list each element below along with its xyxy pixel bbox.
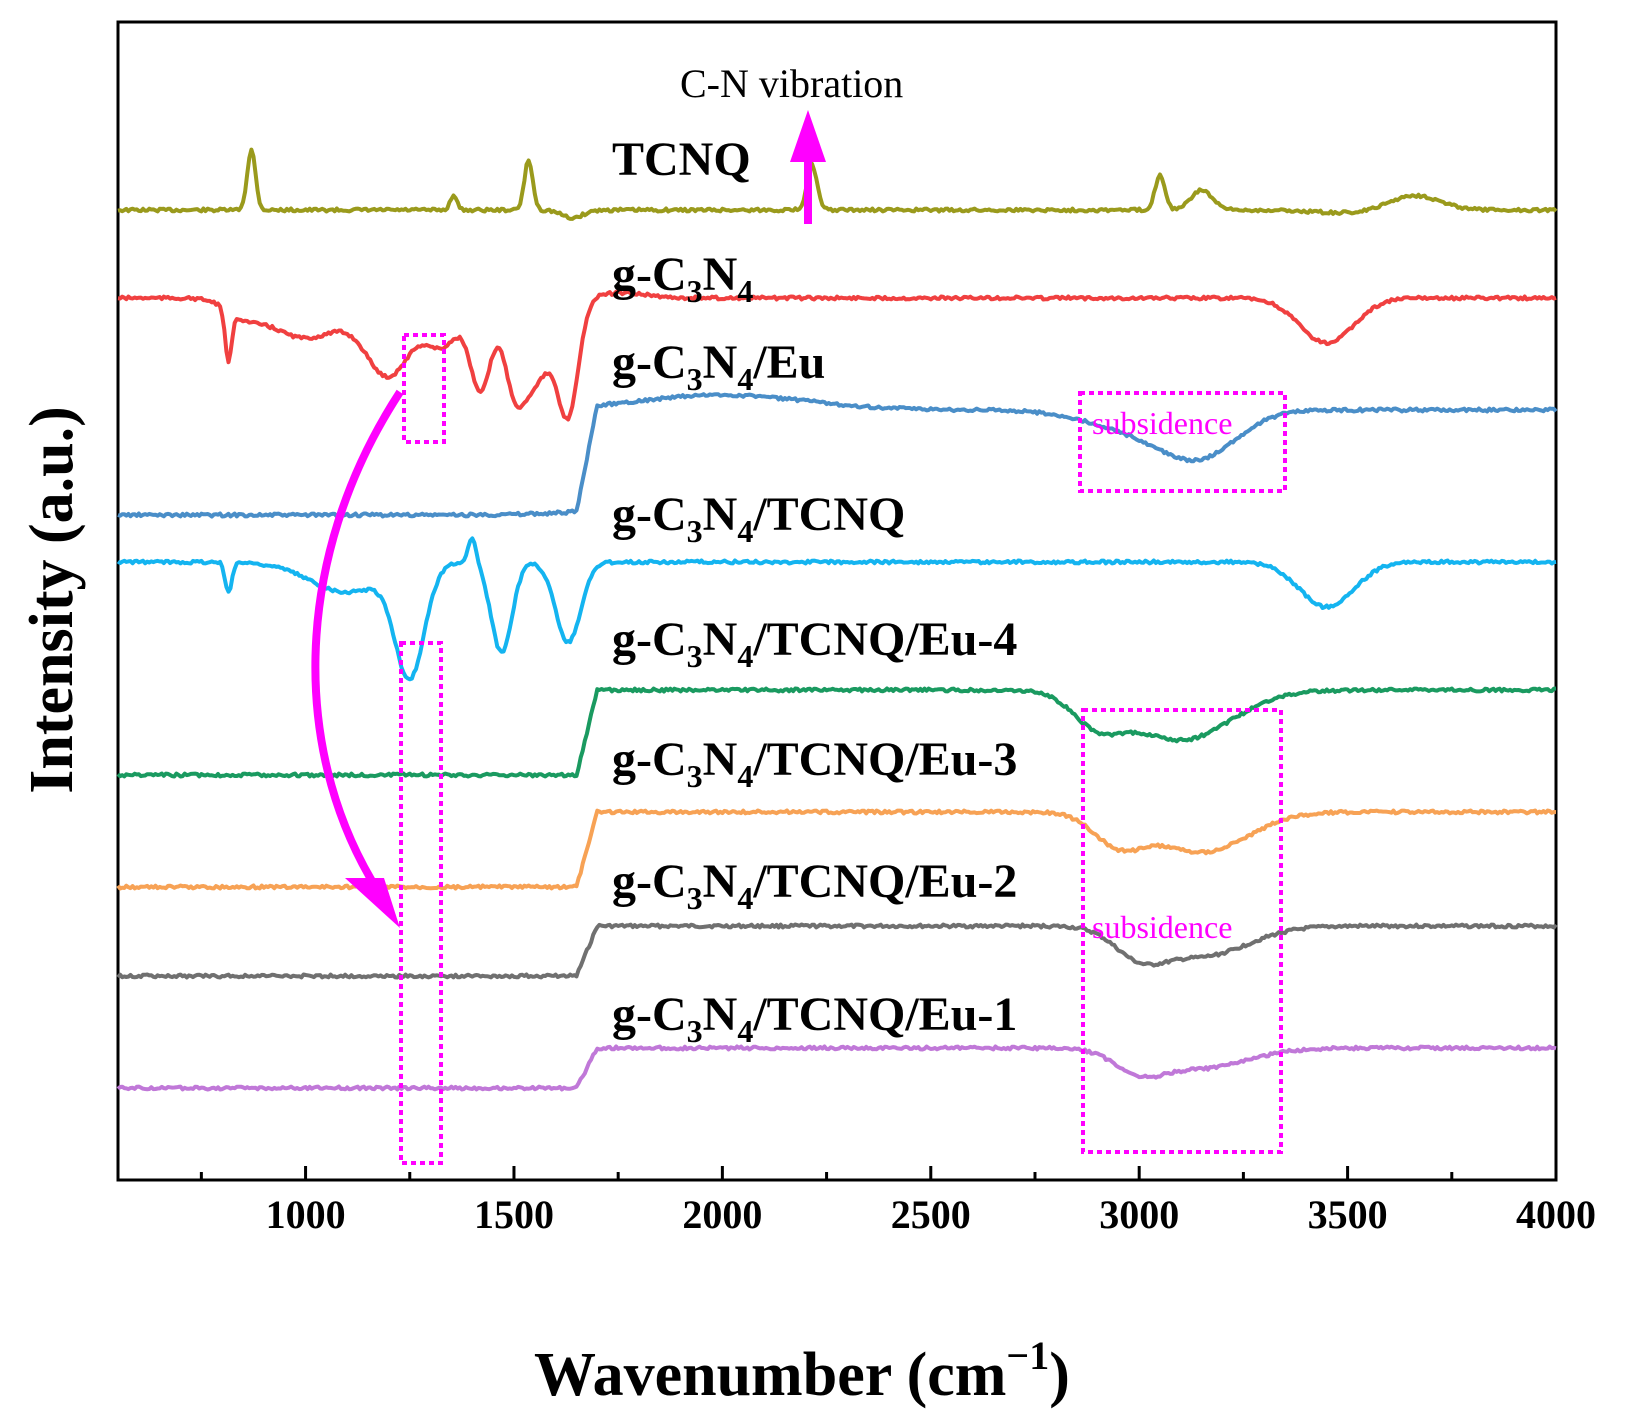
plot-frame <box>116 20 1558 1182</box>
x-axis-title: Wavenumber (cm−1) <box>534 1333 1070 1409</box>
series-labels: TCNQ g-C3N4 g-C3N4/Eu g-C3N4/TCNQ g-C3N4/TCN… <box>612 133 1017 1049</box>
series-group <box>116 147 1558 1092</box>
x-tick-label: 1000 <box>266 1192 346 1237</box>
series-label: g-C3N4/TCNQ/Eu-2 <box>612 855 1017 916</box>
series-label: g-C3N4/Eu <box>612 336 825 397</box>
box-g-c3n4-peak <box>402 333 446 444</box>
box-column-peaks <box>399 641 443 1165</box>
x-tick-label: 2000 <box>682 1192 762 1237</box>
subsidence-label-2: subsidence <box>1092 909 1232 945</box>
series-label: TCNQ <box>612 133 751 186</box>
x-tick-label: 2500 <box>891 1192 971 1237</box>
x-tick-label: 3500 <box>1308 1192 1388 1237</box>
annotations: C-N vibration subsidence subsidence <box>311 61 1287 1165</box>
x-axis-title-close: ) <box>1049 1341 1070 1409</box>
series-line-g-c3n4-tcnq <box>116 536 1557 682</box>
cn-vibration-label: C-N vibration <box>680 61 903 106</box>
series-label: g-C3N4/TCNQ/Eu-3 <box>612 733 1017 794</box>
box-subsidence-2 <box>1081 708 1283 1154</box>
series-line-g-c3n4-tcnq-eu-4 <box>116 686 1557 779</box>
x-tick-label: 4000 <box>1516 1192 1596 1237</box>
subsidence-label-1: subsidence <box>1092 405 1232 441</box>
x-ticks: 1000 1500 2000 2500 3000 3500 4000 <box>199 1166 1596 1237</box>
series-line-g-c3n4 <box>117 289 1557 422</box>
x-axis-title-text: Wavenumber (cm <box>534 1341 1006 1409</box>
box-subsidence-1 <box>1078 391 1287 493</box>
cn-arrow-head <box>790 110 826 162</box>
series-label: g-C3N4/TCNQ/Eu-4 <box>612 613 1017 674</box>
series-line-tcnq <box>117 147 1558 221</box>
series-line-g-c3n4-tcnq-eu-1 <box>116 1044 1557 1092</box>
series-label: g-C3N4/TCNQ <box>612 488 905 549</box>
x-tick-label: 3000 <box>1099 1192 1179 1237</box>
series-label: g-C3N4/TCNQ/Eu-1 <box>612 988 1017 1049</box>
curved-arrow <box>311 389 404 903</box>
x-axis-title-sup: −1 <box>1006 1333 1049 1378</box>
curved-arrow-head <box>345 878 400 928</box>
series-label: g-C3N4 <box>612 248 753 309</box>
x-tick-label: 1500 <box>474 1192 554 1237</box>
y-axis-title: Intensity (a.u.) <box>18 406 86 794</box>
series-line-g-c3n4-eu <box>117 392 1558 519</box>
series-line-g-c3n4-tcnq-eu-2 <box>116 922 1558 980</box>
cn-arrow-shaft <box>804 160 812 224</box>
